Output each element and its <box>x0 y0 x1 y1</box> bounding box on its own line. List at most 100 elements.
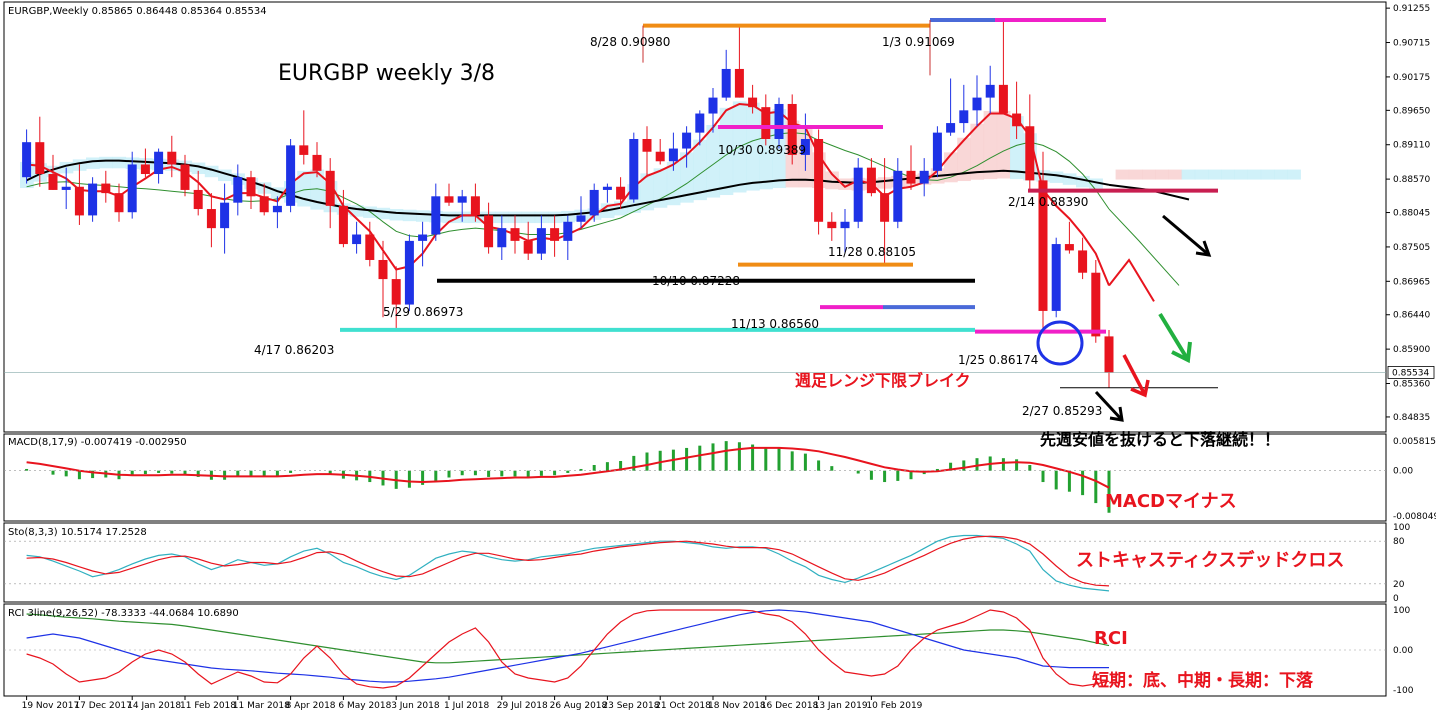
price-tick-label: 0.84835 <box>1393 413 1430 423</box>
candle-body <box>1038 180 1048 311</box>
macd-tick-label: -0.008049 <box>1393 512 1436 522</box>
macd-tick-label: 0.00 <box>1393 467 1413 477</box>
cloud-segment <box>1049 171 1064 183</box>
candle-body <box>193 189 203 210</box>
annotation-rci: RCI <box>1094 628 1128 649</box>
candle-body <box>761 107 771 139</box>
future-cloud-segment <box>1115 169 1130 180</box>
future-cloud-segment <box>1155 169 1169 180</box>
cloud-segment <box>693 139 707 201</box>
price-tick-label: 0.86965 <box>1393 277 1430 287</box>
black-arrow-lower-icon <box>1094 390 1124 422</box>
rci-tick-label: 0.00 <box>1393 646 1413 656</box>
candlesticks <box>22 19 1114 388</box>
cloud-segment <box>1062 173 1077 185</box>
candle-body <box>550 228 560 241</box>
price-tick-label: 0.89110 <box>1393 141 1430 151</box>
candle-body <box>1078 250 1088 273</box>
candle-body <box>1012 113 1022 127</box>
price-tick-label: 0.90715 <box>1393 39 1430 49</box>
trend-arrows <box>1036 214 1212 422</box>
candle-body <box>800 138 810 155</box>
price-levels: 8/28 0.90980 1/3 0.91069 10/30 0.89389 2/14… <box>4 17 1386 418</box>
candle-body <box>391 279 401 305</box>
time-tick-label: 23 Sep 2018 <box>602 701 659 711</box>
time-tick-label: 13 Jan 2019 <box>814 701 868 711</box>
time-tick-label: 1 Jul 2018 <box>444 701 489 711</box>
price-tick-label: 0.87505 <box>1393 243 1430 253</box>
time-tick-label: 26 Aug 2018 <box>550 701 608 711</box>
cloud-segment <box>218 169 232 182</box>
cloud-segment <box>996 110 1011 179</box>
level-label-0125: 1/25 0.86174 <box>958 353 1038 367</box>
future-cloud-segment <box>1128 169 1143 180</box>
level-label-0103: 1/3 0.91069 <box>882 35 955 49</box>
cloud-segment <box>416 210 430 222</box>
cloud-segment <box>191 162 206 175</box>
candle-body <box>418 234 428 241</box>
candle-body <box>114 193 124 213</box>
candle-body <box>220 202 230 229</box>
annotation-range-break: 週足レンジ下限ブレイク <box>795 371 971 390</box>
annotation-macd: MACDマイナス <box>1105 491 1237 512</box>
price-tick-label: 0.86440 <box>1393 311 1430 321</box>
candle-body <box>180 164 190 190</box>
future-cloud-segment <box>1142 169 1156 180</box>
red-arrow-icon <box>1122 354 1147 396</box>
candle-body <box>101 183 111 194</box>
cloud-segment <box>746 102 760 191</box>
cloud-segment <box>521 211 536 224</box>
candle-body <box>1051 244 1061 311</box>
future-cloud-segment <box>1194 169 1209 180</box>
candle-body <box>880 193 890 222</box>
candle-body <box>154 151 164 175</box>
current-price-label: 0.85534 <box>1392 368 1429 378</box>
candle-body <box>1091 272 1101 337</box>
candle-body <box>35 142 45 175</box>
candle-body <box>22 142 32 178</box>
cloud-segment <box>376 207 391 220</box>
black-arrow-upper-icon <box>1162 214 1210 257</box>
level-label-0828: 8/28 0.90980 <box>590 35 670 49</box>
price-tick-label: 0.88045 <box>1393 209 1430 219</box>
candle-body <box>325 170 335 206</box>
candle-body <box>246 177 256 197</box>
candle-body <box>774 103 784 139</box>
candle-body <box>748 97 758 108</box>
time-tick-label: 19 Nov 2017 <box>22 701 80 711</box>
rci-tick-label: -100 <box>1393 686 1414 696</box>
macd-label: MACD(8,17,9) -0.007419 -0.002950 <box>8 437 187 448</box>
cloud-segment <box>680 152 694 203</box>
candle-body <box>787 103 797 155</box>
future-cloud-segment <box>1274 169 1288 180</box>
annotation-rci-detail: 短期：底、中期・長期：下落 <box>1092 670 1314 691</box>
black-arrow-upper-head-icon <box>1195 240 1212 257</box>
candle-body <box>233 177 243 203</box>
macd-panel-frame <box>3 433 1387 522</box>
time-tick-label: 17 Dec 2017 <box>74 701 131 711</box>
level-label-1010: 10/10 0.87228 <box>652 274 740 288</box>
candle-body <box>814 138 824 222</box>
red-ma-projection <box>1108 258 1155 302</box>
candle-body <box>655 151 665 162</box>
candle-body <box>734 68 744 98</box>
time-tick-label: 11 Feb 2018 <box>180 701 236 711</box>
price-tick-label: 0.91255 <box>1393 4 1430 14</box>
candle-body <box>206 209 216 229</box>
level-label-0417: 4/17 0.86203 <box>254 343 334 357</box>
candle-body <box>312 154 322 171</box>
candle-body <box>682 132 692 149</box>
candle-body <box>668 148 678 162</box>
candle-body <box>378 259 388 280</box>
annotation-sto: ストキャスティクスデッドクロス <box>1076 549 1344 571</box>
cloud-segment <box>983 110 998 180</box>
price-axis: 0.91255 0.90715 0.90175 0.89650 0.89110 0.885… <box>1386 4 1435 423</box>
candle-body <box>140 164 150 175</box>
candle-body <box>906 170 916 184</box>
time-tick-label: 11 Mar 2018 <box>233 701 290 711</box>
candle-body <box>484 215 494 248</box>
candle-body <box>866 167 876 194</box>
candle-body <box>919 170 929 184</box>
rci-tick-label: 100 <box>1393 606 1410 616</box>
rci-label: RCI 3line(9,26,52) -78.3333 -44.0684 10.… <box>8 608 239 619</box>
